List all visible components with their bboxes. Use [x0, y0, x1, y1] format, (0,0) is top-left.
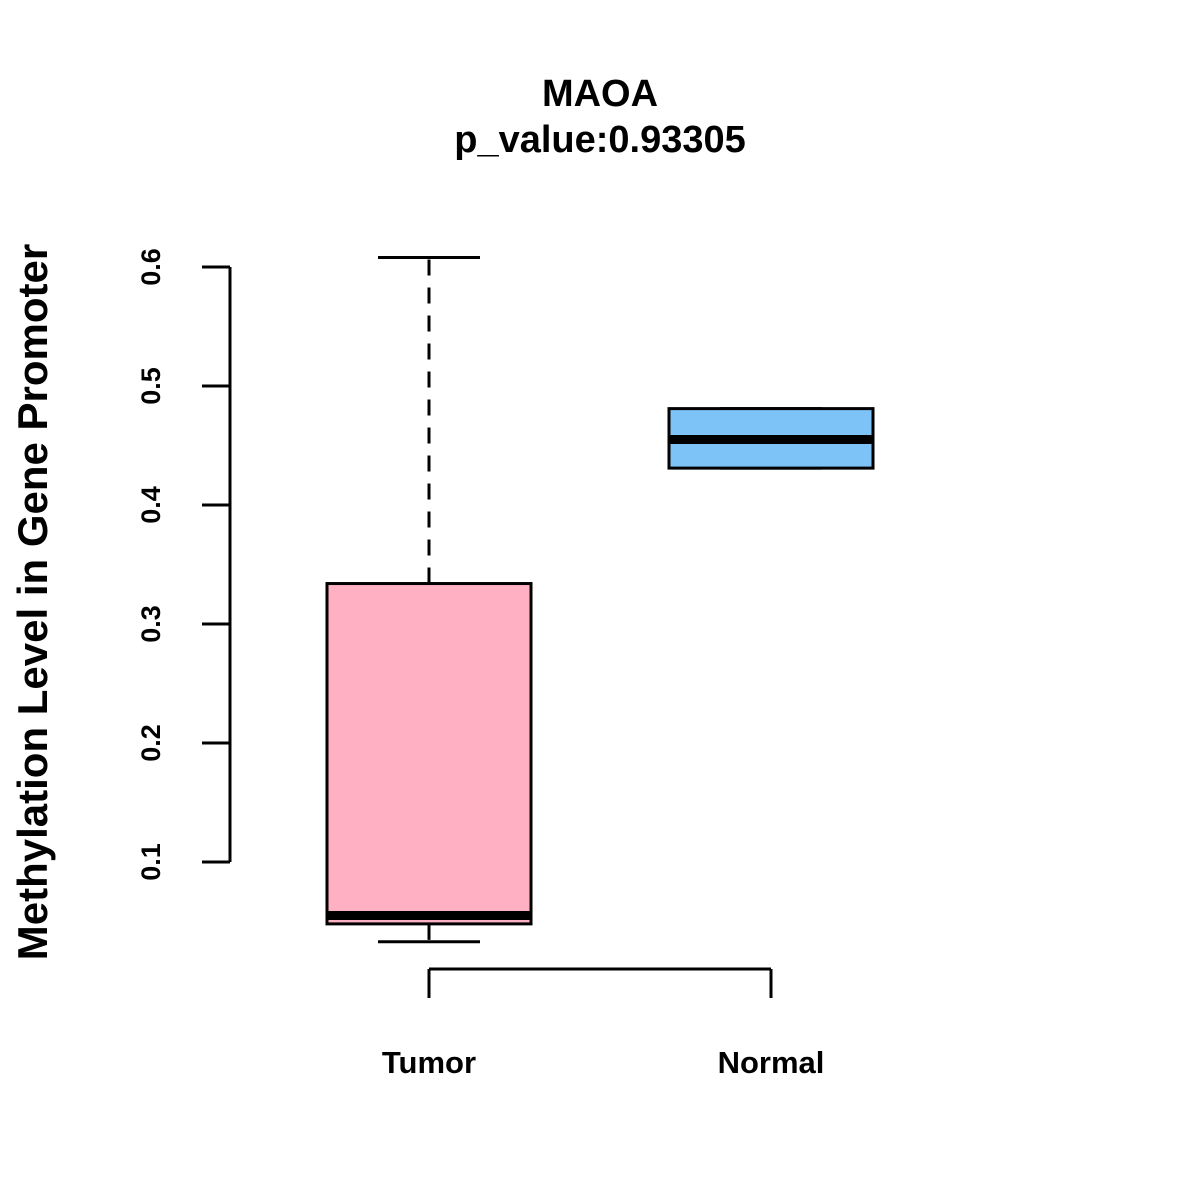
chart-subtitle: p_value:0.93305	[454, 119, 746, 161]
x-axis: Tumor Normal	[382, 967, 825, 1080]
y-tick-label: 0.3	[136, 605, 166, 643]
box-normal	[667, 407, 875, 470]
x-tick-label: Normal	[718, 1045, 825, 1080]
y-tick-label: 0.1	[136, 843, 166, 881]
chart-title: MAOA	[542, 73, 658, 115]
box-iqr	[325, 582, 533, 926]
boxes	[325, 255, 875, 944]
y-tick-label: 0.4	[136, 486, 166, 524]
y-axis: 0.1 0.2 0.3 0.4 0.5 0.6	[136, 248, 232, 881]
y-tick-label: 0.6	[136, 248, 166, 286]
x-tick-label: Tumor	[382, 1045, 476, 1080]
y-tick-label: 0.5	[136, 367, 166, 405]
box-tumor	[325, 255, 533, 944]
y-axis-label: Methylation Level in Gene Promoter	[9, 244, 56, 960]
y-tick-label: 0.2	[136, 724, 166, 762]
